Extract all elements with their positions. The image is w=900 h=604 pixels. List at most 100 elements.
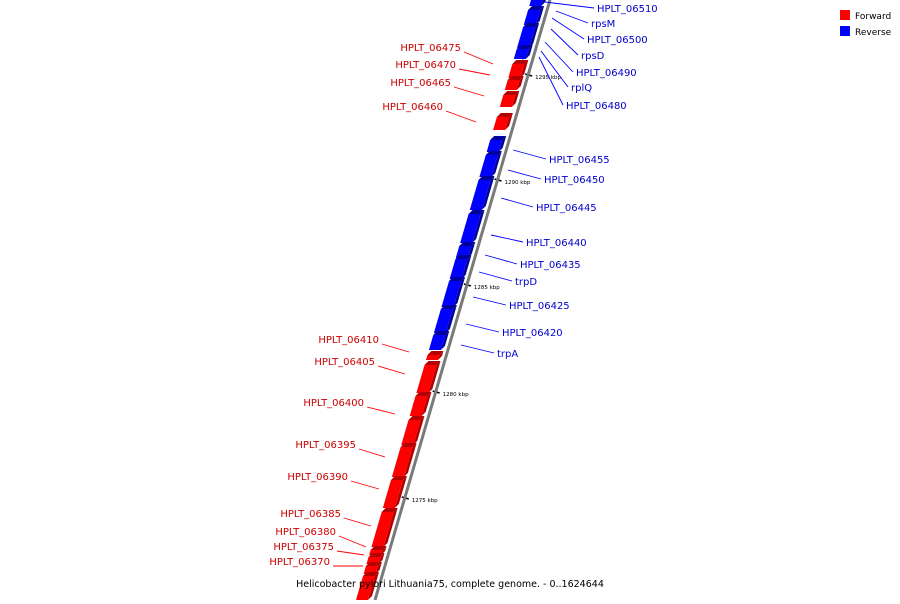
forward-gene-block [401, 416, 425, 445]
gene-label-leader [458, 68, 491, 76]
gene-side [421, 392, 432, 416]
gene-label-leader [453, 86, 485, 97]
gene-label-leader [490, 234, 524, 243]
gene-top [440, 305, 457, 309]
gene-top [365, 562, 382, 566]
gene-label-text: rpsM [591, 19, 615, 30]
gene-side [440, 331, 450, 350]
gene-top [490, 136, 507, 140]
forward-gene-block [409, 392, 432, 416]
gene-side [505, 113, 513, 130]
gene-label-leader [338, 535, 367, 548]
forward-gene-block [382, 476, 407, 508]
forward-gene-block [499, 91, 520, 107]
gene-face [356, 576, 375, 600]
forward-gene-block [416, 361, 441, 393]
gene-label-leader [358, 448, 386, 458]
gene-side [445, 305, 457, 333]
gene-side [375, 562, 382, 574]
gene-label: HPLT_06510 [544, 1, 658, 15]
gene-label-leader [377, 365, 406, 375]
gene-top [400, 443, 417, 447]
gene-label: HPLT_06390 [287, 472, 380, 490]
gene-label-text: HPLT_06420 [502, 328, 563, 339]
gene-label: rplQ [540, 50, 592, 94]
gene-face [479, 155, 498, 177]
gene-face [428, 335, 446, 350]
gene-label-leader [463, 51, 494, 65]
gene-label-leader [465, 323, 500, 333]
gene-label: HPLT_06435 [484, 254, 581, 271]
genome-backbone [373, 0, 552, 601]
gene-face [441, 281, 462, 307]
gene-face [433, 309, 453, 333]
gene-top [528, 6, 545, 10]
gene-top [449, 277, 466, 281]
gene-top [424, 361, 441, 365]
reverse-gene-block [433, 305, 457, 333]
gene-label: HPLT_06385 [280, 509, 372, 527]
gene-face [469, 180, 491, 210]
gene-label-text: rpsD [581, 51, 605, 62]
reverse-gene-block [469, 176, 495, 210]
gene-label-text: trpD [515, 277, 537, 288]
gene-label-text: HPLT_06380 [275, 527, 336, 538]
gene-top [523, 23, 540, 27]
gene-label-leader [343, 517, 372, 527]
gene-face [416, 365, 437, 393]
tick-label: 1285 kbp [474, 285, 500, 291]
legend-forward-label: Forward [855, 12, 891, 22]
gene-label-leader [460, 344, 495, 354]
gene-side [525, 45, 533, 59]
gene-label: HPLT_06370 [269, 557, 363, 568]
gene-side [381, 546, 387, 555]
gene-labels: HPLT_06510 rpsM HPLT_06500 rpsD HPLT_06490rp… [269, 1, 658, 568]
gene-label-leader [366, 406, 396, 415]
tick-label: 1295 kbp [535, 75, 561, 81]
gene-label-leader [555, 10, 589, 24]
gene-side [529, 23, 540, 48]
reverse-gene-block [513, 45, 533, 59]
reverse-gene-block [517, 23, 540, 48]
gene-side [541, 0, 546, 6]
gene-side [394, 476, 407, 508]
gene-face [460, 214, 481, 243]
tick-label: 1275 kbp [412, 498, 438, 504]
gene-side [403, 443, 417, 477]
gene-label-text: HPLT_06400 [303, 398, 364, 409]
gene-label: HPLT_06410 [318, 335, 410, 353]
reverse-gene-block [479, 151, 502, 177]
gene-top [459, 242, 476, 246]
gene-label: HPLT_06400 [303, 398, 396, 415]
gene-face [486, 140, 503, 152]
reverse-gene-block [449, 255, 472, 279]
gene-label-text: HPLT_06440 [526, 238, 587, 249]
reverse-gene-block [529, 0, 546, 6]
gene-top [363, 572, 379, 576]
forward-gene-block [391, 443, 417, 477]
gene-top [468, 210, 485, 214]
gene-label: HPLT_06425 [472, 296, 570, 312]
gene-face [499, 95, 516, 107]
gene-label-leader [336, 550, 365, 556]
gene-label-leader [472, 296, 507, 306]
gene-top [507, 76, 524, 80]
forward-gene-block [426, 351, 444, 360]
gene-label-text: HPLT_06490 [576, 68, 637, 79]
gene-label-leader [445, 110, 477, 123]
reverse-gene-block [441, 277, 466, 307]
gene-label-text: HPLT_06435 [520, 260, 581, 271]
gene-label-text: HPLT_06425 [509, 301, 570, 312]
gene-label-leader [538, 56, 564, 106]
gene-label: HPLT_06395 [295, 440, 386, 458]
gene-label-leader [551, 17, 585, 40]
gene-face [504, 80, 520, 90]
gene-side [378, 553, 385, 564]
gene-side [428, 361, 441, 393]
gene-face [449, 259, 468, 279]
gene-top [391, 476, 407, 480]
gene-label: HPLT_06445 [500, 197, 597, 214]
gene-label: trpA [460, 344, 518, 360]
gene-face [426, 355, 440, 360]
